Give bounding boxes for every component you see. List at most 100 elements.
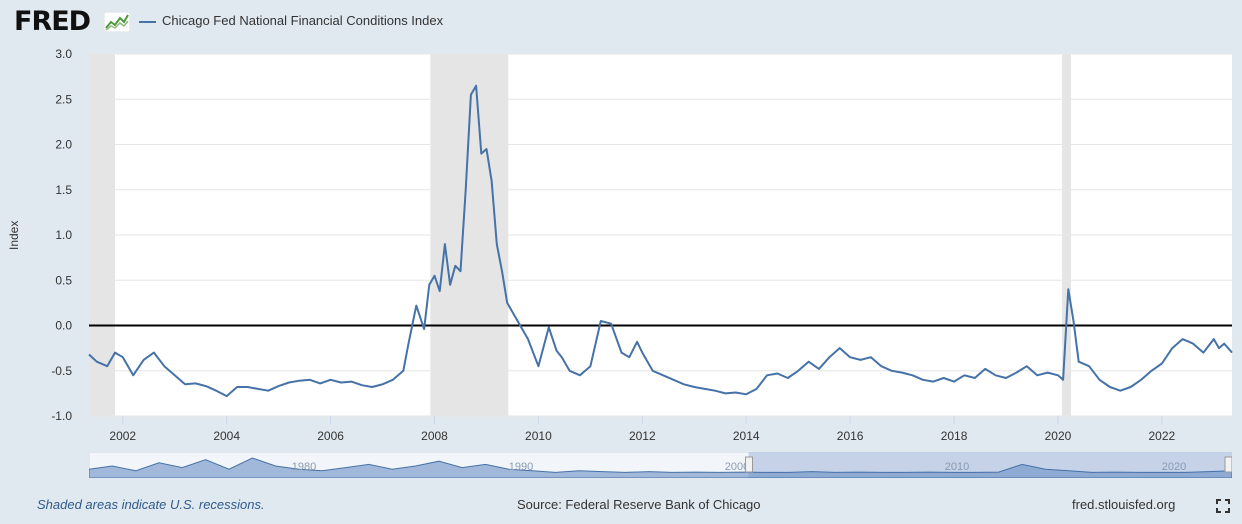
data-point (577, 373, 582, 378)
data-point (1170, 346, 1175, 351)
navigator-label: 2000 (725, 461, 749, 473)
data-point (1035, 373, 1040, 378)
data-point (619, 350, 624, 355)
data-point (468, 92, 473, 97)
data-point (245, 385, 250, 390)
data-point (112, 350, 117, 355)
data-point (775, 371, 780, 376)
data-point (920, 377, 925, 382)
navigator-series-area (89, 457, 1232, 478)
data-point (318, 381, 323, 386)
y-tick-label: 2.5 (55, 92, 72, 106)
data-point (151, 350, 156, 355)
data-point (1107, 385, 1112, 390)
data-point (827, 355, 832, 360)
legend-series-swatch (139, 21, 156, 23)
data-point (255, 386, 260, 391)
legend-series-name[interactable]: Chicago Fed National Financial Condition… (162, 13, 444, 28)
data-point (627, 355, 632, 360)
data-point (1180, 337, 1185, 342)
data-point (105, 364, 110, 369)
data-point (1191, 341, 1196, 346)
data-point (889, 368, 894, 373)
y-tick-label: -1.0 (51, 409, 72, 423)
y-tick-label: 0.5 (55, 273, 72, 287)
data-point (1222, 341, 1227, 346)
data-point (983, 366, 988, 371)
data-point (276, 384, 281, 389)
data-point (359, 383, 364, 388)
data-point (806, 359, 811, 364)
data-point (370, 385, 375, 390)
data-point (437, 289, 442, 294)
data-point (474, 83, 479, 88)
data-point (484, 147, 489, 152)
data-point (785, 375, 790, 380)
data-point (868, 355, 873, 360)
data-point (681, 382, 686, 387)
y-tick-label: 3.0 (55, 47, 72, 61)
data-point (203, 384, 208, 389)
data-point (796, 368, 801, 373)
chart-svg[interactable]: -1.0 -0.5 0.0 0.5 1.0 1.5 2.0 2.5 3.0 2002 2004 200… (0, 0, 1242, 452)
data-point (554, 348, 559, 353)
data-point (900, 370, 905, 375)
data-point (489, 178, 494, 183)
y-axis-label: Index (7, 220, 21, 250)
navigator-left-handle[interactable] (745, 456, 754, 473)
data-point (380, 382, 385, 387)
fullscreen-icon[interactable] (1216, 499, 1230, 513)
data-point (1201, 350, 1206, 355)
navigator-label: 2010 (945, 461, 969, 473)
data-point (972, 375, 977, 380)
data-point (224, 394, 229, 399)
y-tick-label: 1.5 (55, 183, 72, 197)
fred-logo[interactable]: FRED (14, 6, 91, 37)
y-tick-label: 0.0 (55, 319, 72, 333)
data-point (297, 378, 302, 383)
data-point (1128, 385, 1133, 390)
data-point (1087, 364, 1092, 369)
navigator-label: 1980 (292, 461, 316, 473)
x-tick-label: 2020 (1045, 429, 1072, 443)
data-point (401, 368, 406, 373)
x-tick-label: 2012 (629, 429, 656, 443)
fred-site-link[interactable]: fred.stlouisfed.org (1072, 497, 1176, 512)
data-point (640, 350, 645, 355)
data-point (526, 337, 531, 342)
range-navigator[interactable]: 1980 1990 2000 2010 2020 (89, 452, 1232, 478)
source-text: Source: Federal Reserve Bank of Chicago (517, 497, 761, 512)
data-point (650, 368, 655, 373)
x-tick-label: 2018 (941, 429, 968, 443)
data-point (458, 269, 463, 274)
data-point (214, 388, 219, 393)
data-point (505, 300, 510, 305)
data-point (87, 352, 92, 357)
data-point (858, 357, 863, 362)
data-point (1217, 346, 1222, 351)
data-point (349, 379, 354, 384)
chart-header: FRED Chicago Fed National Financial Cond… (0, 0, 1242, 48)
data-point (931, 379, 936, 384)
recession-note: Shaded areas indicate U.S. recessions. (37, 497, 265, 512)
data-point (328, 377, 333, 382)
data-point (952, 379, 957, 384)
data-point (131, 373, 136, 378)
data-point (494, 242, 499, 247)
data-point (816, 366, 821, 371)
data-point (422, 327, 427, 332)
data-point (1003, 375, 1008, 380)
data-point (338, 380, 343, 385)
data-point (609, 321, 614, 326)
data-point (754, 386, 759, 391)
data-point (941, 375, 946, 380)
data-point (744, 392, 749, 397)
data-point (837, 346, 842, 351)
data-point (723, 391, 728, 396)
data-point (1076, 359, 1081, 364)
navigator-right-handle[interactable] (1224, 456, 1232, 473)
data-point (671, 377, 676, 382)
data-point (598, 318, 603, 323)
data-point (172, 373, 177, 378)
x-tick-label: 2008 (421, 429, 448, 443)
